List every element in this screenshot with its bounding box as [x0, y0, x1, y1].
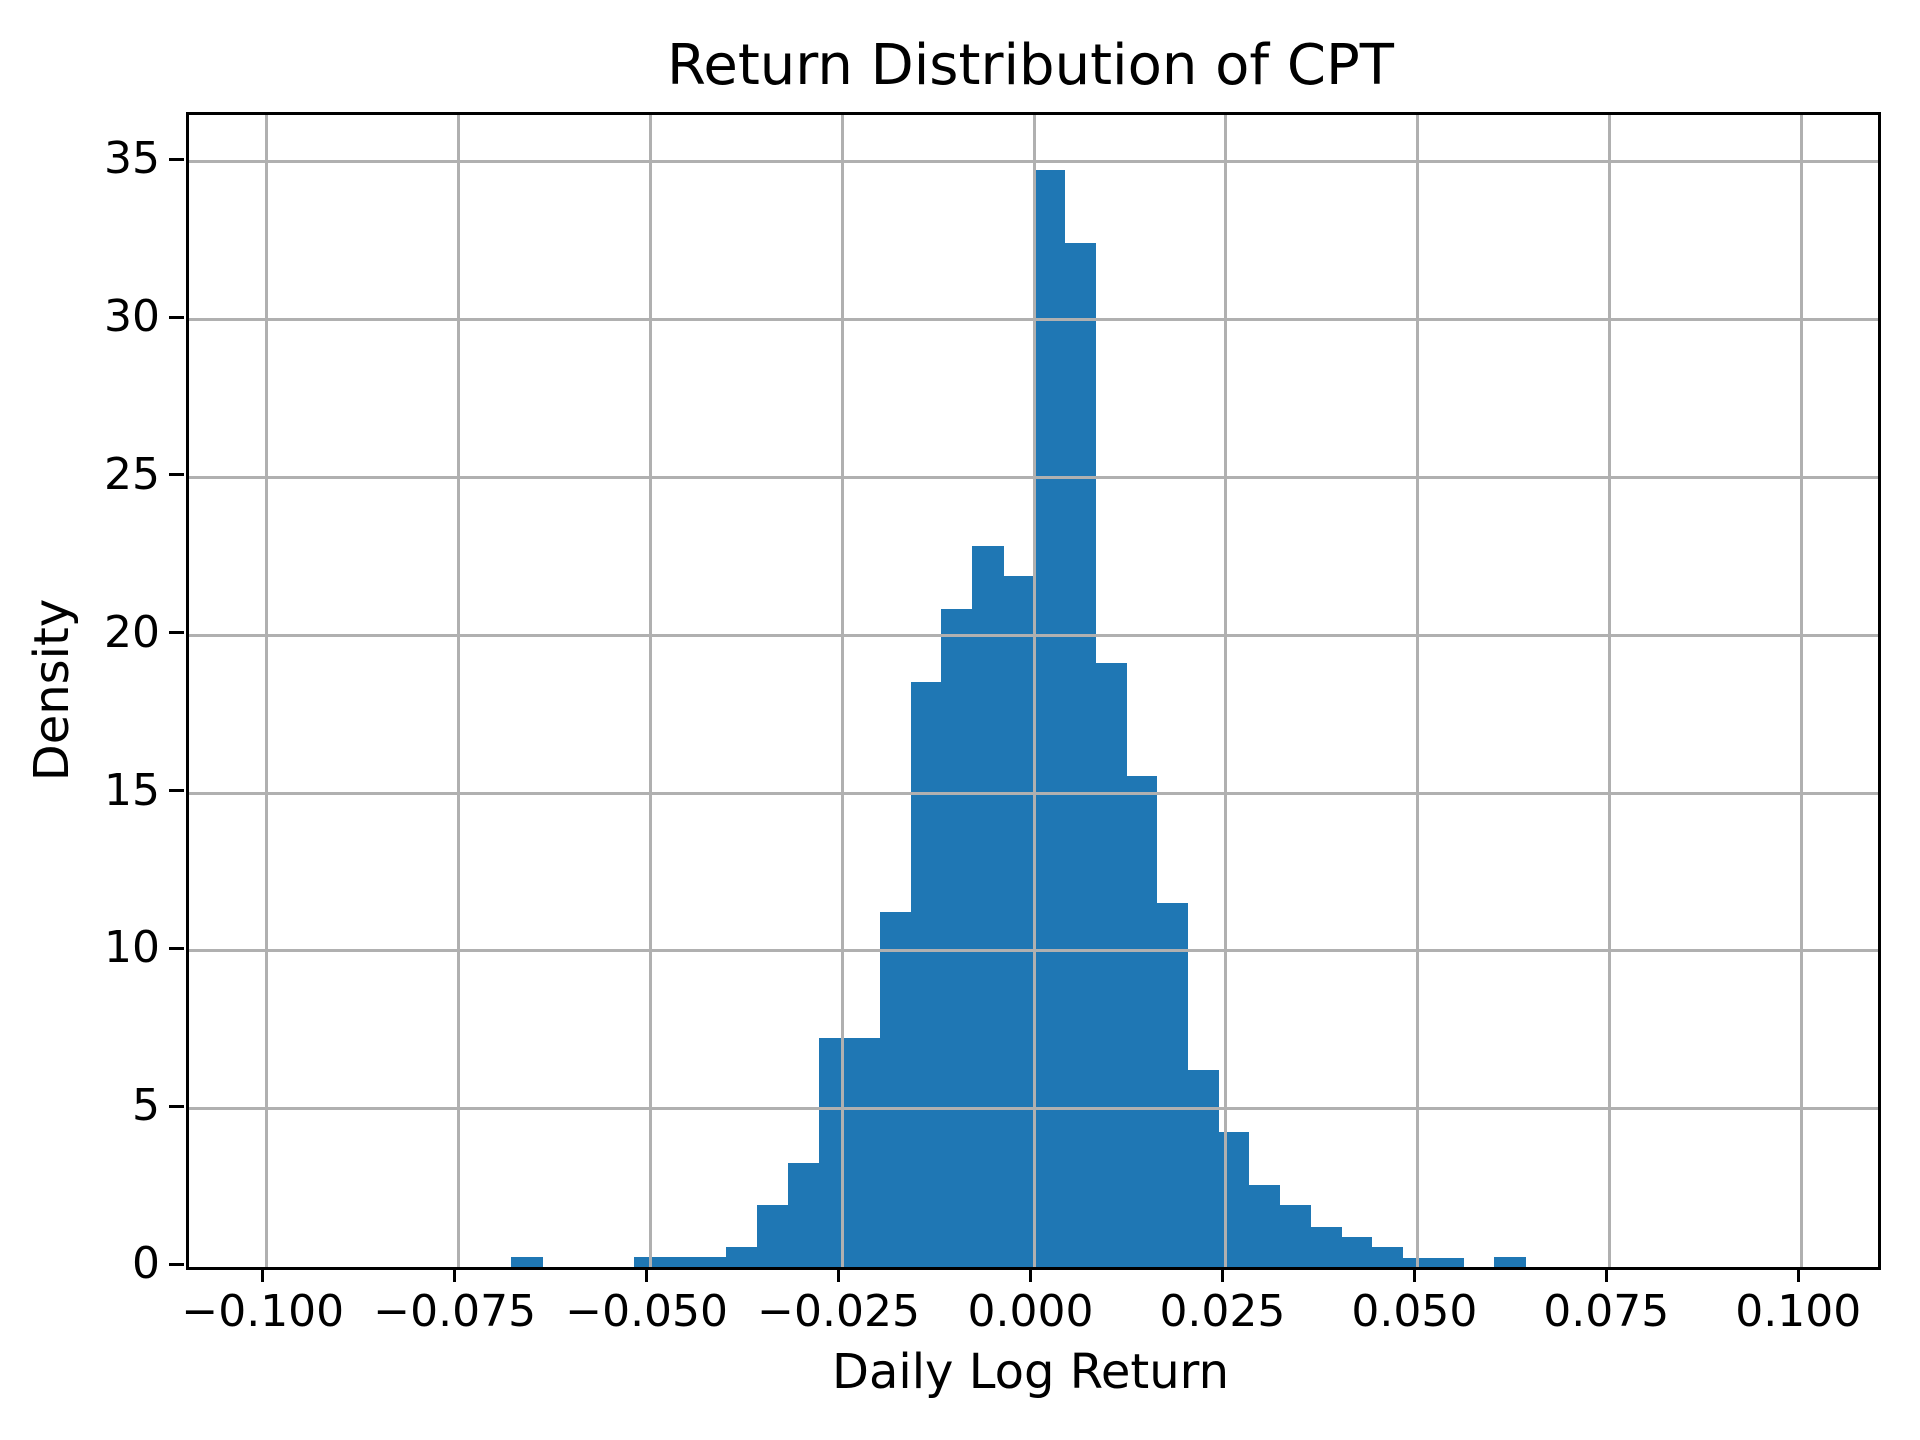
y-tick-mark [169, 946, 184, 950]
x-tick-mark [1796, 1267, 1800, 1282]
y-tick-mark [169, 631, 184, 635]
histogram-bar [1432, 1257, 1465, 1267]
vertical-gridline [840, 115, 844, 1267]
histogram-bar [1187, 1070, 1219, 1267]
histogram-bar [1309, 1226, 1342, 1267]
histogram-bar [726, 1246, 759, 1267]
y-tick-label: 25 [104, 448, 160, 500]
x-tick-label: −0.100 [181, 1286, 345, 1337]
x-tick-mark [837, 1267, 841, 1282]
x-tick-label: 0.050 [1351, 1286, 1478, 1337]
histogram-bar [757, 1204, 789, 1267]
histogram-bar [910, 681, 943, 1267]
x-tick-label: 0.075 [1543, 1286, 1670, 1337]
vertical-gridline [456, 115, 460, 1267]
histogram-bar [1064, 242, 1096, 1267]
x-tick-label: −0.025 [757, 1286, 920, 1337]
x-tick-label: 0.100 [1735, 1286, 1862, 1337]
x-tick-mark [261, 1267, 265, 1282]
x-tick-mark [645, 1267, 649, 1282]
histogram-bar [879, 912, 912, 1267]
histogram-bar [972, 546, 1004, 1267]
y-tick-label: 10 [104, 922, 160, 974]
histogram-bar [1094, 662, 1127, 1267]
vertical-gridline [1608, 115, 1612, 1267]
vertical-gridline [1032, 115, 1036, 1267]
x-tick-label: −0.050 [565, 1286, 729, 1337]
x-axis-label: Daily Log Return [832, 1344, 1229, 1400]
y-tick-label: 0 [132, 1238, 160, 1289]
histogram-bar [511, 1256, 544, 1267]
histogram-bar [695, 1256, 728, 1267]
y-tick-mark [169, 1262, 184, 1266]
vertical-gridline [1800, 115, 1804, 1267]
vertical-gridline [648, 115, 652, 1267]
histogram-bar [849, 1038, 881, 1267]
vertical-gridline [264, 115, 268, 1267]
histogram-bar [941, 608, 974, 1267]
y-tick-mark [169, 157, 184, 161]
y-tick-mark [169, 789, 184, 793]
y-tick-mark [169, 473, 184, 477]
x-tick-mark [1029, 1267, 1032, 1282]
histogram-bar [787, 1162, 820, 1267]
histogram-bar [1002, 576, 1035, 1267]
x-tick-label: 0.025 [1159, 1286, 1286, 1337]
plot-area [186, 112, 1881, 1270]
x-tick-label: 0.000 [967, 1286, 1094, 1337]
histogram-bar [1248, 1184, 1281, 1267]
histogram-bar [1125, 776, 1158, 1267]
y-tick-mark [169, 315, 184, 319]
histogram-bar [1217, 1131, 1250, 1267]
vertical-gridline [1416, 115, 1420, 1267]
histogram-bar [1371, 1247, 1403, 1267]
x-tick-label: −0.075 [373, 1286, 537, 1337]
vertical-gridline [1224, 115, 1228, 1267]
y-tick-label: 20 [104, 606, 160, 658]
y-tick-label: 30 [104, 291, 160, 343]
histogram-bar [664, 1256, 697, 1267]
y-tick-label: 35 [104, 133, 160, 185]
x-tick-mark [1604, 1267, 1608, 1282]
histogram-bar [1340, 1237, 1373, 1267]
y-tick-label: 5 [132, 1080, 160, 1132]
histogram-bar [1279, 1205, 1311, 1267]
x-tick-mark [453, 1267, 457, 1282]
chart-title: Return Distribution of CPT [667, 33, 1394, 98]
histogram-bar [818, 1038, 851, 1267]
histogram-bar [1494, 1256, 1526, 1267]
x-tick-mark [1412, 1267, 1416, 1282]
histogram-bar [1033, 169, 1066, 1267]
x-tick-mark [1220, 1267, 1224, 1282]
y-tick-mark [169, 1104, 184, 1108]
histogram-bar [1156, 903, 1189, 1267]
y-tick-label: 15 [104, 764, 160, 816]
